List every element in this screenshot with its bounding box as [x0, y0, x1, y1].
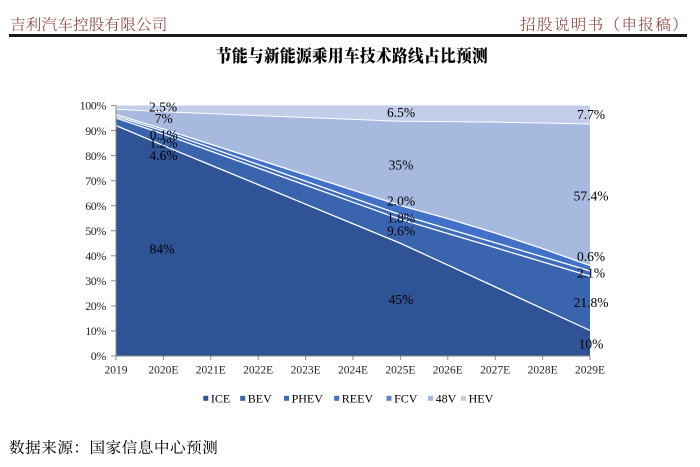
svg-text:2023E: 2023E	[291, 365, 321, 377]
svg-text:21.8%: 21.8%	[574, 295, 609, 310]
svg-text:0.6%: 0.6%	[577, 249, 605, 264]
svg-text:PHEV: PHEV	[292, 392, 324, 406]
svg-text:2024E: 2024E	[338, 365, 368, 377]
svg-text:2028E: 2028E	[528, 365, 558, 377]
svg-text:35%: 35%	[389, 157, 414, 172]
svg-text:100%: 100%	[80, 99, 107, 113]
svg-text:80%: 80%	[85, 149, 106, 163]
svg-text:0.1%: 0.1%	[150, 128, 178, 143]
svg-text:FCV: FCV	[394, 392, 418, 406]
svg-text:2.5%: 2.5%	[149, 100, 177, 115]
svg-text:2021E: 2021E	[196, 365, 226, 377]
svg-text:30%: 30%	[85, 274, 106, 288]
svg-text:BEV: BEV	[248, 392, 272, 406]
svg-text:9.6%: 9.6%	[387, 224, 415, 239]
svg-text:57.4%: 57.4%	[574, 189, 609, 204]
svg-text:2019: 2019	[105, 365, 128, 377]
svg-text:6.5%: 6.5%	[387, 105, 415, 120]
svg-text:2026E: 2026E	[433, 365, 463, 377]
svg-text:2.1%: 2.1%	[577, 266, 605, 281]
svg-text:50%: 50%	[85, 224, 106, 238]
svg-text:2020E: 2020E	[148, 365, 178, 377]
svg-text:20%: 20%	[85, 299, 106, 313]
svg-text:7%: 7%	[155, 111, 173, 126]
svg-text:10%: 10%	[85, 324, 106, 338]
svg-text:10%: 10%	[579, 336, 604, 351]
svg-text:70%: 70%	[85, 174, 106, 188]
svg-text:ICE: ICE	[211, 392, 230, 406]
svg-text:2025E: 2025E	[385, 365, 415, 377]
svg-text:HEV: HEV	[469, 392, 494, 406]
svg-text:2029E: 2029E	[575, 365, 605, 377]
svg-text:48V: 48V	[436, 392, 457, 406]
svg-text:2027E: 2027E	[480, 365, 510, 377]
svg-text:90%: 90%	[85, 124, 106, 138]
svg-text:0%: 0%	[91, 349, 107, 363]
svg-text:2022E: 2022E	[243, 365, 273, 377]
svg-text:1.2%: 1.2%	[149, 136, 177, 151]
svg-text:1.8%: 1.8%	[387, 211, 415, 226]
svg-text:84%: 84%	[150, 242, 175, 257]
svg-text:4.6%: 4.6%	[149, 148, 177, 163]
svg-text:45%: 45%	[389, 292, 414, 307]
svg-text:REEV: REEV	[342, 392, 374, 406]
svg-text:40%: 40%	[85, 249, 106, 263]
svg-text:2.0%: 2.0%	[387, 194, 415, 209]
svg-text:7.7%: 7.7%	[577, 107, 605, 122]
svg-text:60%: 60%	[85, 199, 106, 213]
